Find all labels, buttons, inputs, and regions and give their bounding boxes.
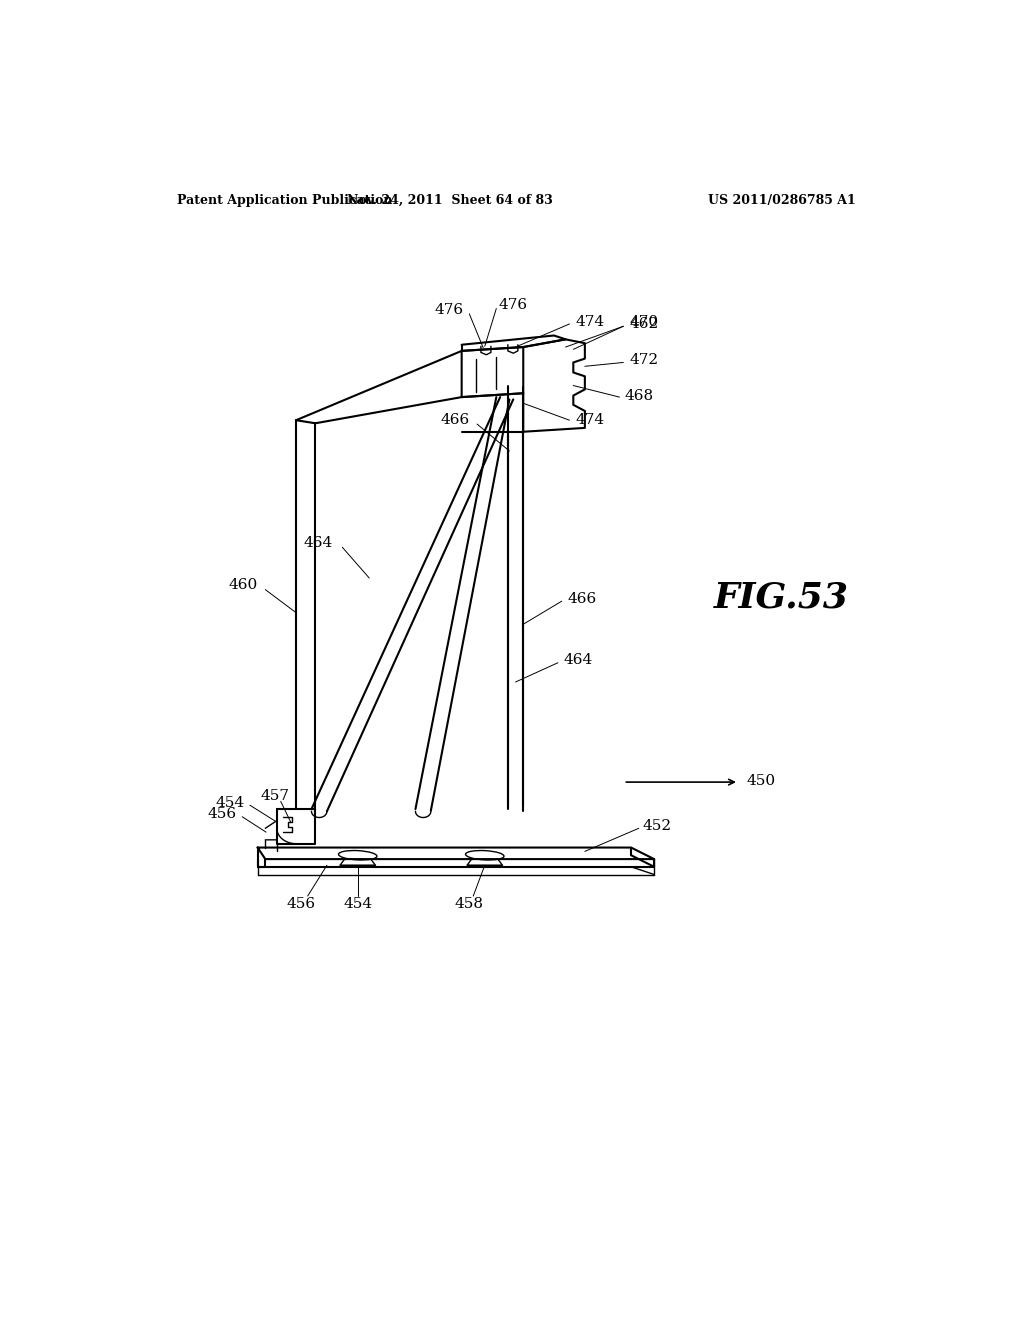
Text: 457: 457 (261, 789, 290, 803)
Text: 466: 466 (440, 413, 469, 428)
Text: FIG.53: FIG.53 (714, 581, 849, 614)
Text: 476: 476 (499, 298, 527, 312)
Text: 454: 454 (343, 896, 373, 911)
Text: 452: 452 (643, 818, 672, 833)
Text: 466: 466 (568, 591, 597, 606)
Text: 454: 454 (215, 796, 245, 810)
Text: 450: 450 (746, 774, 776, 788)
Text: 464: 464 (563, 653, 593, 668)
Text: 474: 474 (575, 413, 605, 428)
Text: 470: 470 (630, 314, 658, 329)
Text: 462: 462 (630, 317, 658, 331)
Text: 464: 464 (303, 536, 333, 549)
Text: 456: 456 (208, 808, 237, 821)
Text: 468: 468 (625, 388, 654, 403)
Text: Nov. 24, 2011  Sheet 64 of 83: Nov. 24, 2011 Sheet 64 of 83 (347, 194, 553, 207)
Text: 460: 460 (228, 578, 258, 591)
Text: 476: 476 (434, 304, 463, 317)
Text: 456: 456 (287, 896, 316, 911)
Text: Patent Application Publication: Patent Application Publication (177, 194, 392, 207)
Text: 472: 472 (630, 354, 658, 367)
Text: 458: 458 (455, 896, 484, 911)
Text: 474: 474 (575, 314, 605, 329)
Text: US 2011/0286785 A1: US 2011/0286785 A1 (708, 194, 856, 207)
